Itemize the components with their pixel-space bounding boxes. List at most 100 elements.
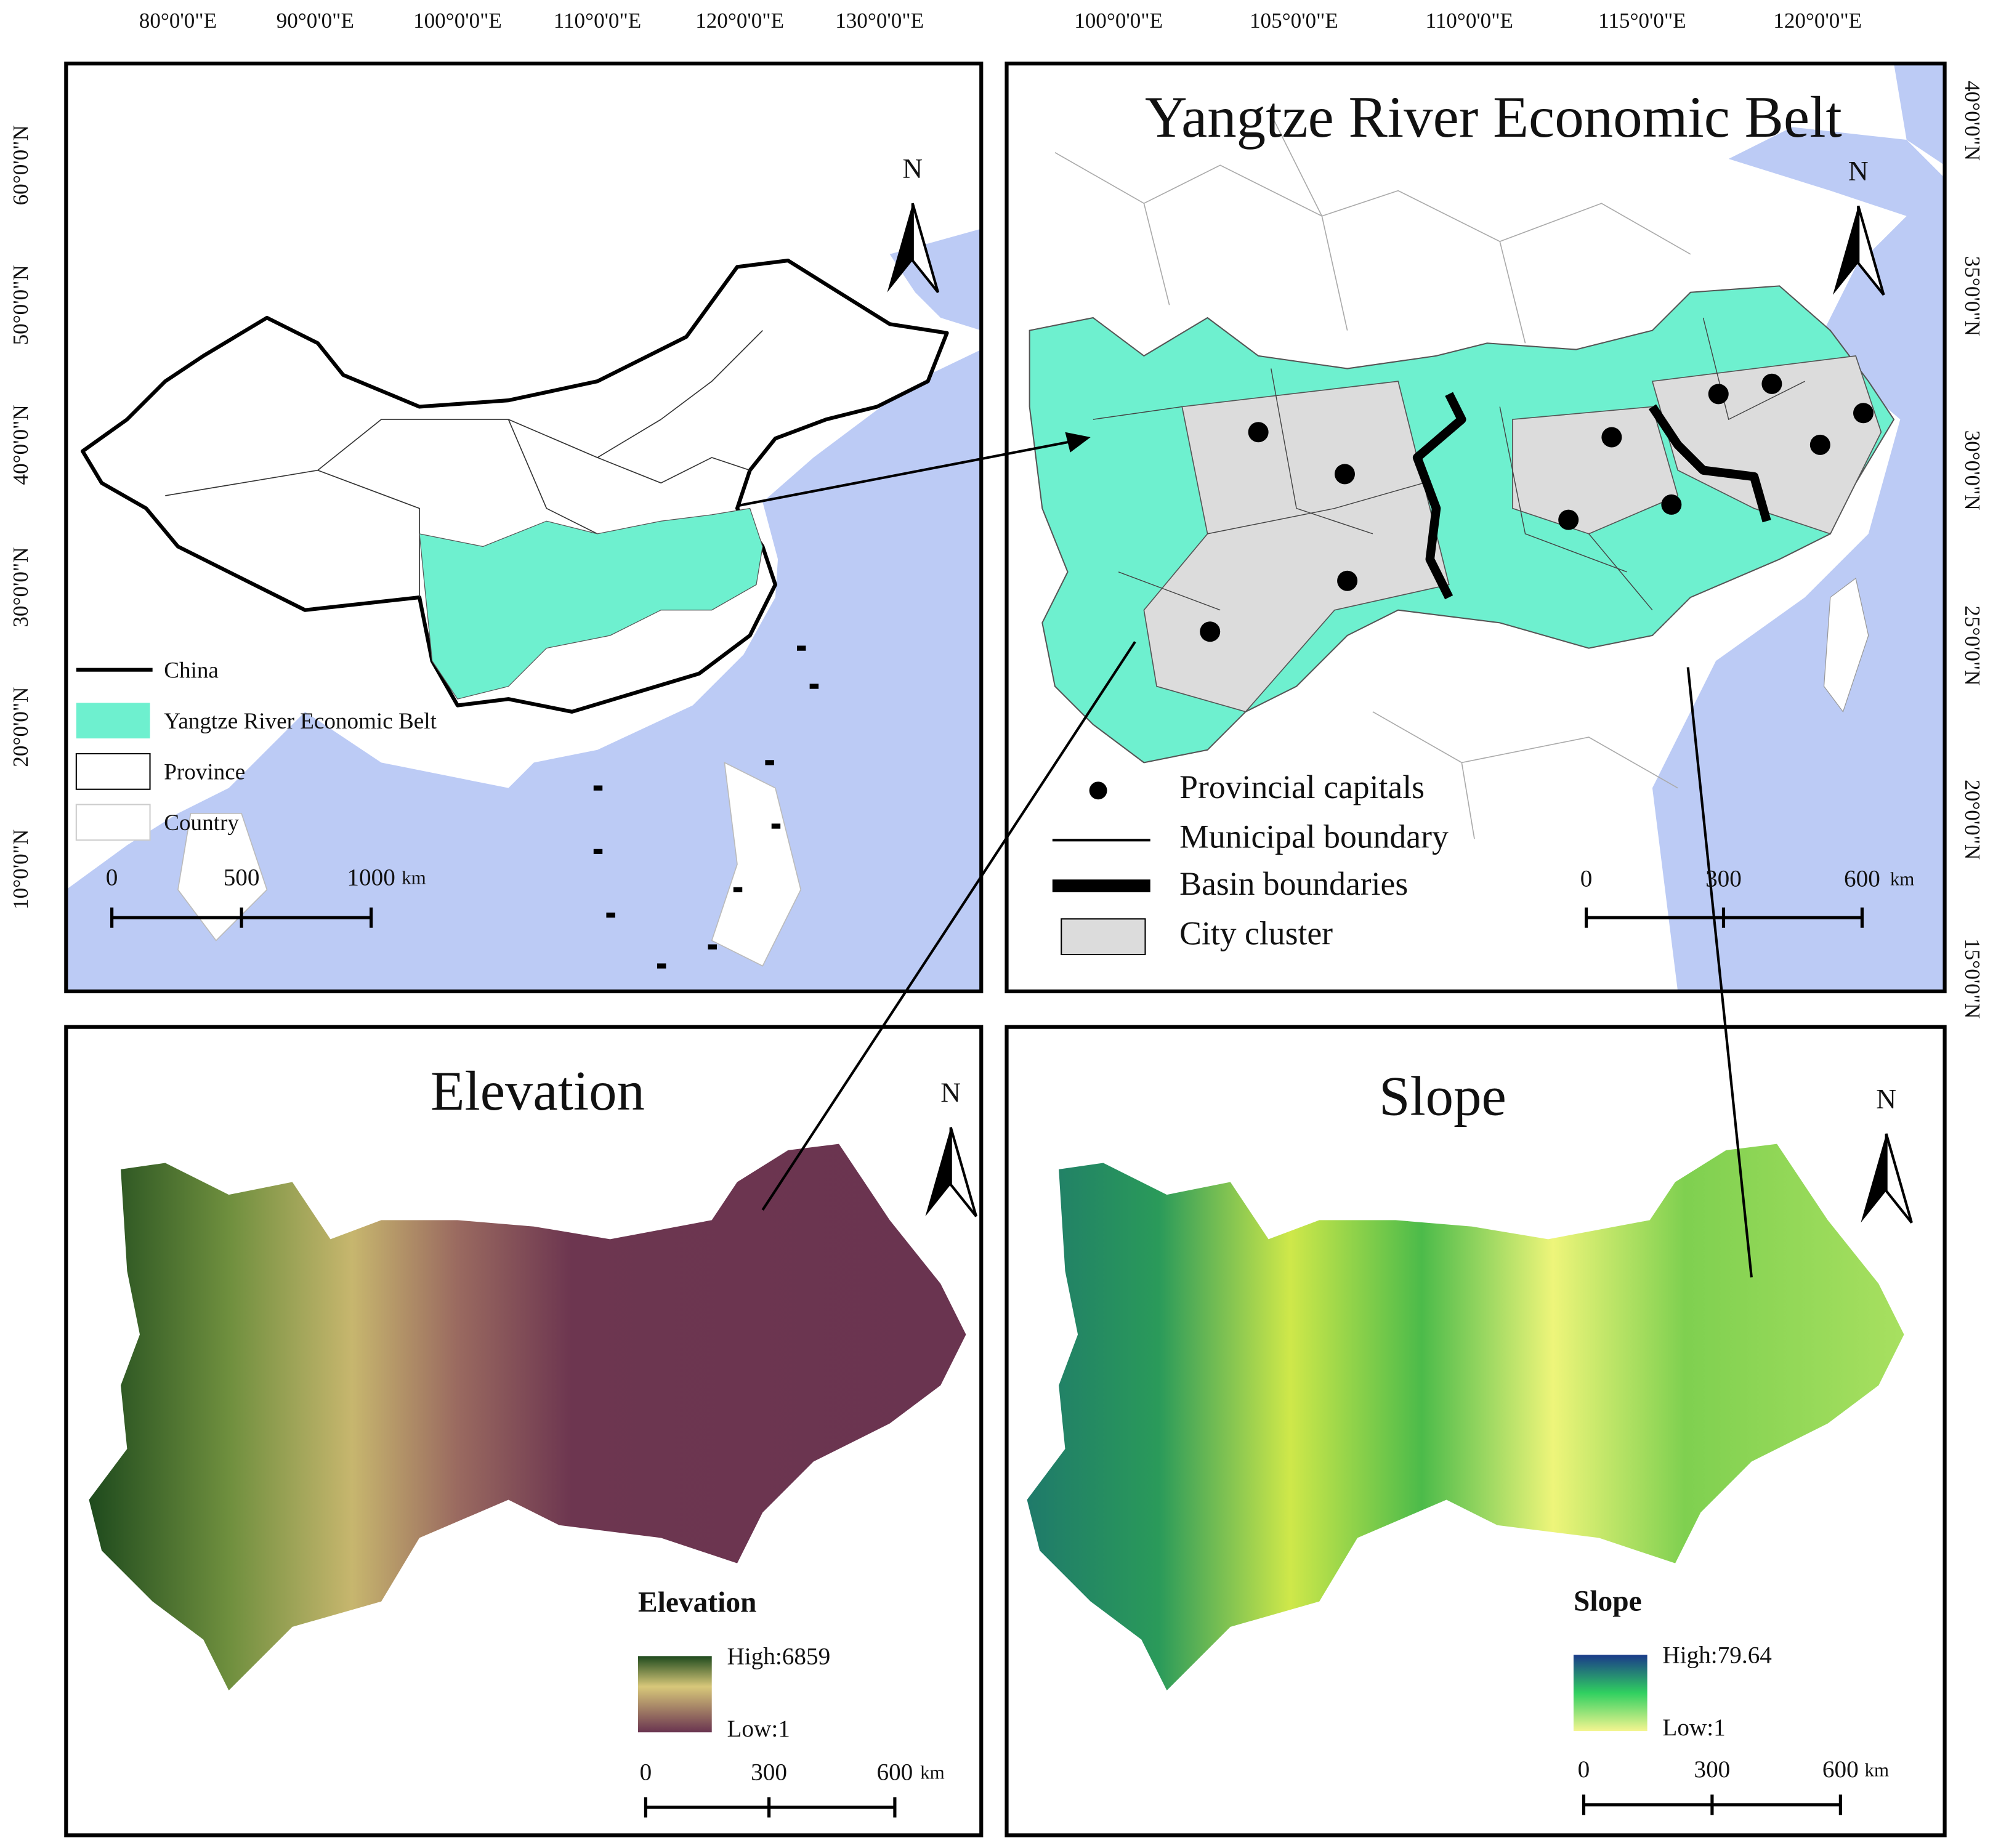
province-boundary xyxy=(1054,151,1691,255)
provincial-capital xyxy=(1601,427,1622,448)
provincial-capital xyxy=(1761,373,1782,394)
legend-title: Slope xyxy=(1574,1586,1642,1618)
lat-label: 40°0'0"N xyxy=(1960,81,1984,161)
municipal-boundary xyxy=(1207,482,1424,535)
belt-area xyxy=(419,507,763,700)
sea xyxy=(1652,127,1945,991)
provincial-capital xyxy=(1334,464,1355,485)
scale-unit: km xyxy=(402,866,426,888)
provincial-capital xyxy=(1661,494,1682,515)
island-dot xyxy=(657,963,666,969)
north-arrow xyxy=(1885,1133,1913,1224)
island-dot xyxy=(606,912,615,918)
island-dot xyxy=(593,849,603,854)
arrow-head xyxy=(1065,432,1091,453)
legend-symbol xyxy=(1061,918,1146,956)
island-dot xyxy=(708,944,717,950)
lat-label: 20°0'0"N xyxy=(1960,780,1984,860)
connector xyxy=(1686,667,1753,1278)
provincial-capital xyxy=(1248,422,1269,443)
city-cluster xyxy=(1143,381,1450,712)
north-arrow xyxy=(1861,1134,1886,1223)
lon-label: 90°0'0"E xyxy=(277,9,354,33)
island-dot xyxy=(771,823,781,829)
north-arrow xyxy=(1832,206,1859,295)
north-label: N xyxy=(940,1078,961,1108)
basin-boundary xyxy=(1412,392,1466,600)
panel-frame xyxy=(64,62,984,993)
province-boundary xyxy=(597,457,750,484)
lon-label: 120°0'0"E xyxy=(1773,9,1862,33)
provincial-capital xyxy=(1558,509,1579,530)
lat-label: 50°0'0"N xyxy=(9,265,33,345)
lat-label: 30°0'0"N xyxy=(9,547,33,627)
province-boundary xyxy=(1271,114,1323,217)
lon-label: 110°0'0"E xyxy=(1425,9,1513,33)
connector-arrow xyxy=(737,438,1081,507)
municipal-boundary xyxy=(1588,533,1653,611)
lat-label: 20°0'0"N xyxy=(9,687,33,767)
lon-label: 105°0'0"E xyxy=(1250,9,1338,33)
lat-label: 35°0'0"N xyxy=(1960,256,1984,336)
legend-symbol xyxy=(1089,781,1107,800)
island-dot xyxy=(809,684,819,689)
scale-label: 600 xyxy=(1844,865,1880,892)
legend-symbol xyxy=(75,753,151,790)
legend-label: China xyxy=(164,658,219,683)
scale-label: 0 xyxy=(1580,865,1593,892)
municipal-boundary xyxy=(1093,406,1182,420)
legend-label: Low:1 xyxy=(727,1716,790,1742)
province-boundary xyxy=(1321,216,1348,331)
scale-unit: km xyxy=(1865,1759,1890,1780)
provincial-capital xyxy=(1809,434,1830,455)
lon-label: 80°0'0"E xyxy=(139,9,217,33)
island xyxy=(1823,578,1869,713)
north-arrow xyxy=(911,203,940,294)
legend-label: Yangtze River Economic Belt xyxy=(164,709,437,734)
scale-label: 500 xyxy=(224,864,260,890)
legend-label: Municipal boundary xyxy=(1179,818,1449,855)
lon-label: 100°0'0"E xyxy=(413,9,502,33)
legend-symbol xyxy=(76,703,150,739)
municipal-boundary xyxy=(1702,317,1805,421)
legend-label: City cluster xyxy=(1179,914,1333,951)
provincial-capital xyxy=(1337,570,1358,591)
lon-label: 110°0'0"E xyxy=(554,9,641,33)
legend-label: High:6859 xyxy=(727,1643,830,1669)
scale-label: 0 xyxy=(1578,1756,1590,1783)
province-boundary xyxy=(1143,203,1170,305)
map-title: Elevation xyxy=(431,1060,645,1122)
lat-label: 60°0'0"N xyxy=(9,125,33,205)
municipal-boundary xyxy=(1271,368,1373,535)
panel-frame xyxy=(64,1025,984,1838)
north-label: N xyxy=(1876,1084,1896,1115)
scale-label: 0 xyxy=(106,864,118,890)
municipal-boundary xyxy=(1118,571,1221,611)
scale-unit: km xyxy=(920,1761,945,1783)
municipal-boundary xyxy=(1499,406,1627,573)
lon-label: 100°0'0"E xyxy=(1074,9,1163,33)
legend-label: Low:1 xyxy=(1662,1714,1725,1741)
province-boundary xyxy=(1372,711,1678,789)
scale-label: 300 xyxy=(1694,1756,1731,1783)
lat-label: 40°0'0"N xyxy=(9,405,33,485)
lat-label: 25°0'0"N xyxy=(1960,605,1984,685)
north-label: N xyxy=(902,153,923,184)
island-dot xyxy=(593,785,603,791)
land-sea xyxy=(711,761,802,967)
panel-frame xyxy=(1005,62,1947,993)
north-arrow xyxy=(1857,205,1885,296)
provincial-capital xyxy=(1200,621,1221,642)
panel-frame xyxy=(1005,1025,1947,1838)
legend-symbol xyxy=(75,804,151,841)
legend-label: Basin boundaries xyxy=(1179,865,1408,902)
north-arrow xyxy=(925,1127,951,1217)
city-cluster xyxy=(1651,355,1882,535)
province-boundary xyxy=(1499,241,1526,344)
legend-title: Elevation xyxy=(638,1587,756,1619)
city-cluster xyxy=(1512,406,1679,535)
province-boundary xyxy=(507,419,598,535)
map-title: Slope xyxy=(1379,1065,1506,1127)
slope-raster xyxy=(1027,1144,1904,1691)
